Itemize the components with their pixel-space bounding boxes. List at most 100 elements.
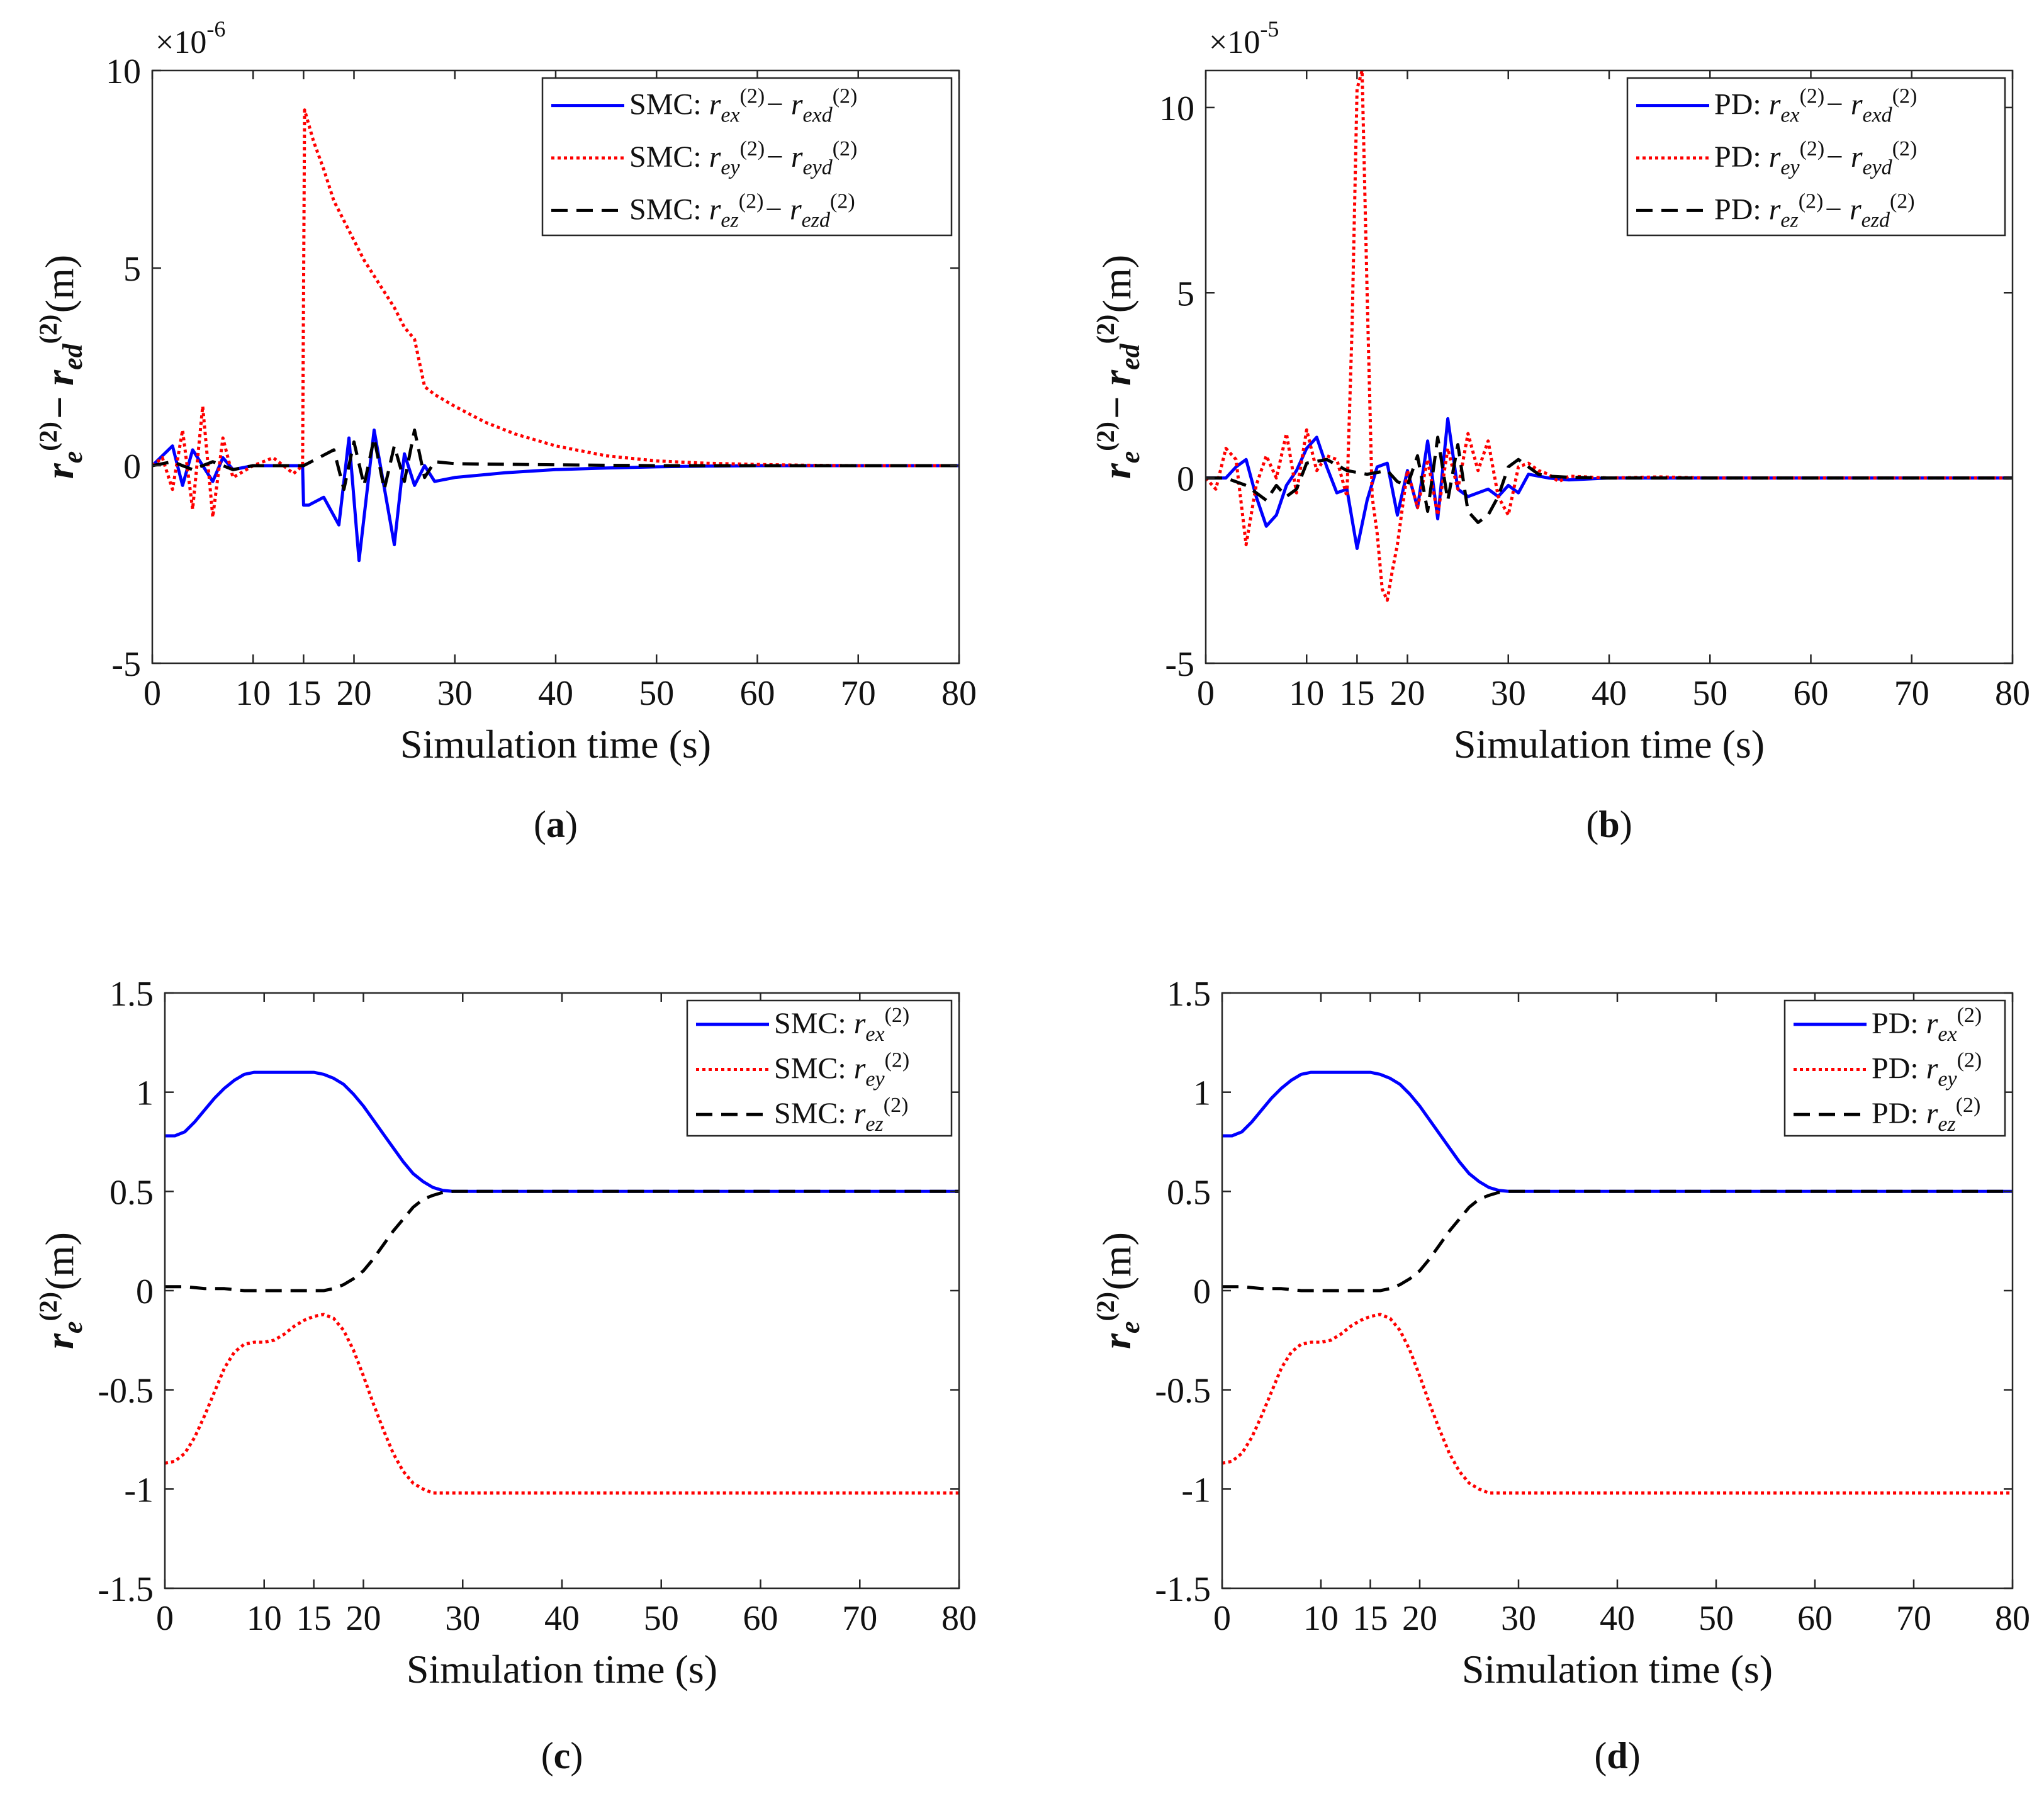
x-tick-label: 30 xyxy=(437,674,473,713)
x-tick-label: 10 xyxy=(247,1599,282,1638)
x-tick-label: 40 xyxy=(538,674,573,713)
chart-b: 0 10 15 20 30 40 50 60 70 80-50510×10-5Simulation… xyxy=(1091,16,2030,845)
legend: SMC: rex(2) − rexd(2) SMC: rey(2) − reyd… xyxy=(541,77,953,237)
x-tick-label: 50 xyxy=(644,1599,679,1638)
x-tick-label: 80 xyxy=(941,674,977,713)
x-tick-label: 30 xyxy=(1501,1599,1536,1638)
x-tick-label: 60 xyxy=(743,1599,778,1638)
y-tick-label: 0 xyxy=(1177,460,1194,499)
y-tick-label: 1 xyxy=(1193,1074,1211,1113)
x-tick-label: 20 xyxy=(337,674,372,713)
x-tick-label: 30 xyxy=(1491,674,1526,713)
legend: SMC: rex(2) SMC: rey(2) SMC: rez(2) xyxy=(686,999,953,1137)
legend-label: PD: rez(2) xyxy=(1872,1094,1980,1136)
legend-label: SMC: rey(2) − reyd(2) xyxy=(629,137,857,179)
chart-c: 0 10 15 20 30 40 50 60 70 80 -1.5 -1 -0.5 0 0.5 1 1.5 Sim… xyxy=(34,975,977,1776)
y-tick-label: 0 xyxy=(1193,1272,1211,1311)
series-line-1 xyxy=(152,429,959,563)
x-tick-label: 20 xyxy=(1402,1599,1437,1638)
x-tick-label: 10 xyxy=(1303,1599,1339,1638)
panel-caption: (a) xyxy=(534,804,578,845)
x-tick-label: 30 xyxy=(445,1599,480,1638)
y-tick-label: -0.5 xyxy=(98,1372,154,1411)
series-line-3 xyxy=(165,1189,959,1293)
legend-label: PD: rex(2) xyxy=(1872,1004,1982,1046)
y-tick-label: 0.5 xyxy=(1167,1173,1211,1212)
legend-label: PD: rey(2) − reyd(2) xyxy=(1714,137,1917,179)
legend-label: SMC: rex(2) − rexd(2) xyxy=(629,85,857,127)
y-tick-label: 0.5 xyxy=(110,1173,154,1212)
svg-text:re(2) (m): re(2) (m) xyxy=(1091,1232,1145,1349)
y-axis-label: re(2) (m) xyxy=(34,1232,88,1349)
legend-label: SMC: rey(2) xyxy=(774,1049,909,1091)
x-tick-label: 80 xyxy=(1995,1599,2030,1638)
x-axis-label: Simulation time (s) xyxy=(407,1647,717,1691)
y-tick-label: -1 xyxy=(124,1471,154,1510)
y-tick-label: -1.5 xyxy=(98,1570,154,1609)
y-tick-label: 10 xyxy=(106,52,141,91)
y-tick-label: -5 xyxy=(111,645,141,684)
x-tick-label: 60 xyxy=(1797,1599,1833,1638)
series-line-2 xyxy=(165,1313,959,1495)
y-tick-label: 0 xyxy=(123,447,141,486)
series-line-2 xyxy=(1222,1313,2013,1495)
x-tick-label: 70 xyxy=(1894,674,1929,713)
y-tick-label: -1.5 xyxy=(1155,1570,1211,1609)
y-tick-label: 1.5 xyxy=(1167,975,1211,1014)
legend: PD: rex(2) − rexd(2) PD: rey(2) − reyd(2… xyxy=(1626,77,2006,237)
x-tick-label: 20 xyxy=(346,1599,381,1638)
x-tick-label: 50 xyxy=(1692,674,1727,713)
x-tick-label: 80 xyxy=(1995,674,2030,713)
series-line-2 xyxy=(152,108,959,519)
x-tick-label: 0 xyxy=(1213,1599,1231,1638)
x-tick-label: 20 xyxy=(1390,674,1425,713)
y-tick-label: 1.5 xyxy=(110,975,154,1014)
x-tick-label: 60 xyxy=(1794,674,1829,713)
series-line-1 xyxy=(1206,417,2013,550)
series-line-2 xyxy=(1206,70,2013,602)
x-tick-label: 80 xyxy=(941,1599,977,1638)
x-tick-label: 15 xyxy=(286,674,321,713)
svg-text:re(2) (m): re(2) (m) xyxy=(34,1232,88,1349)
x-tick-label: 70 xyxy=(841,674,876,713)
x-tick-label: 60 xyxy=(740,674,775,713)
x-tick-label: 40 xyxy=(1592,674,1627,713)
y-multiplier: ×10-6 xyxy=(155,16,225,60)
svg-text:re(2) − red(2) (m): re(2) − red(2) (m) xyxy=(1091,255,1145,479)
legend-label: PD: rey(2) xyxy=(1872,1049,1982,1091)
y-tick-label: -1 xyxy=(1181,1471,1211,1510)
x-tick-label: 15 xyxy=(1339,674,1374,713)
y-tick-label: 10 xyxy=(1159,89,1194,128)
series-line-3 xyxy=(152,429,959,491)
legend: PD: rex(2) PD: rey(2) PD: rez(2) xyxy=(1783,999,2006,1137)
y-tick-label: -0.5 xyxy=(1155,1372,1211,1411)
y-axis-label: re(2) − red(2) (m) xyxy=(34,255,88,479)
x-tick-label: 15 xyxy=(1353,1599,1388,1638)
x-tick-label: 10 xyxy=(235,674,271,713)
legend-label: PD: rez(2) − rezd(2) xyxy=(1714,189,1915,232)
y-tick-label: 1 xyxy=(136,1074,154,1113)
x-axis-label: Simulation time (s) xyxy=(400,722,711,766)
svg-text:re(2) − red(2) (m): re(2) − red(2) (m) xyxy=(34,255,88,479)
series-line-3 xyxy=(1206,435,2013,524)
x-axis-label: Simulation time (s) xyxy=(1462,1647,1773,1691)
x-tick-label: 15 xyxy=(296,1599,332,1638)
y-tick-label: 5 xyxy=(1177,274,1194,313)
legend-label: SMC: rex(2) xyxy=(774,1004,909,1046)
x-tick-label: 70 xyxy=(1896,1599,1931,1638)
y-axis-label: re(2) − red(2) (m) xyxy=(1091,255,1145,479)
panel-caption: (c) xyxy=(541,1735,583,1776)
panel-caption: (d) xyxy=(1594,1735,1640,1776)
y-multiplier: ×10-5 xyxy=(1209,16,1279,60)
x-tick-label: 50 xyxy=(1699,1599,1734,1638)
legend-label: SMC: rez(2) − rezd(2) xyxy=(629,189,855,232)
x-tick-label: 40 xyxy=(1600,1599,1635,1638)
y-tick-label: -5 xyxy=(1165,645,1194,684)
y-axis-label: re(2) (m) xyxy=(1091,1232,1145,1349)
y-tick-label: 0 xyxy=(136,1272,154,1311)
x-tick-label: 40 xyxy=(544,1599,580,1638)
x-tick-label: 10 xyxy=(1289,674,1324,713)
x-tick-label: 50 xyxy=(639,674,674,713)
panel-caption: (b) xyxy=(1586,804,1632,845)
